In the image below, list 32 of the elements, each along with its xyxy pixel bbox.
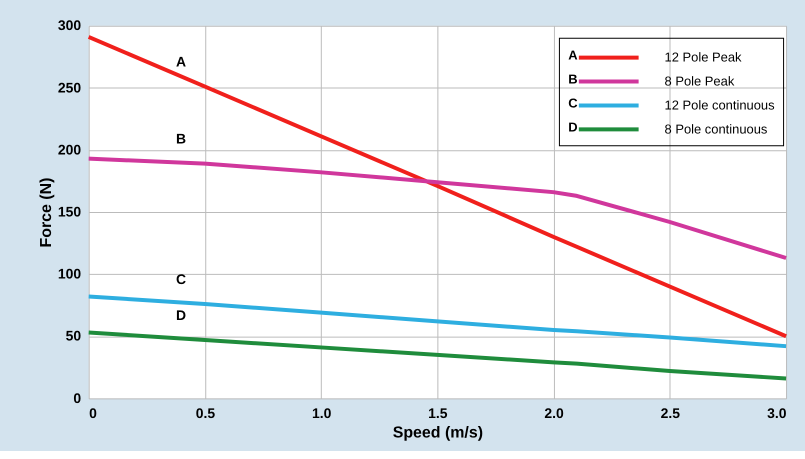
- line-series: [86, 330, 788, 380]
- y-tick-label: 50: [66, 328, 82, 344]
- line-series: [86, 156, 788, 260]
- x-axis-title: Speed (m/s): [392, 424, 484, 442]
- y-tick-label: 250: [58, 79, 82, 96]
- y-tick-label: 150: [58, 204, 82, 220]
- x-tick-label: 2.5: [660, 404, 680, 421]
- text: B: [568, 72, 578, 87]
- text: A: [568, 48, 578, 63]
- line-series: [86, 34, 788, 338]
- y-tick-label: 200: [58, 141, 82, 158]
- x-tick-label: 3.0: [767, 404, 787, 421]
- annotation: D: [176, 307, 186, 324]
- legend-label: 8 Pole continuous: [664, 121, 768, 136]
- annotation: B: [176, 130, 186, 147]
- annotation: A: [176, 54, 186, 70]
- legend-label: 12 Pole Peak: [664, 50, 742, 65]
- x-tick-label: 1.0: [312, 404, 332, 421]
- x-tick-label: 2.0: [544, 404, 564, 421]
- y-tick-label: 100: [58, 266, 82, 282]
- legend-label: 12 Pole continuous: [664, 97, 775, 112]
- text: C: [568, 95, 578, 110]
- legend-label: 8 Pole Peak: [664, 74, 735, 89]
- y-tick-label: 0: [73, 390, 82, 406]
- y-tick-label: 300: [58, 17, 82, 34]
- text: D: [568, 119, 578, 134]
- x-tick-label: 1.5: [428, 404, 448, 421]
- x-tick-label: 0: [89, 404, 98, 421]
- x-tick-label: 0.5: [196, 404, 216, 421]
- y-axis-title: Force (N): [38, 178, 55, 248]
- line-series: [86, 294, 788, 348]
- annotation: C: [176, 271, 186, 288]
